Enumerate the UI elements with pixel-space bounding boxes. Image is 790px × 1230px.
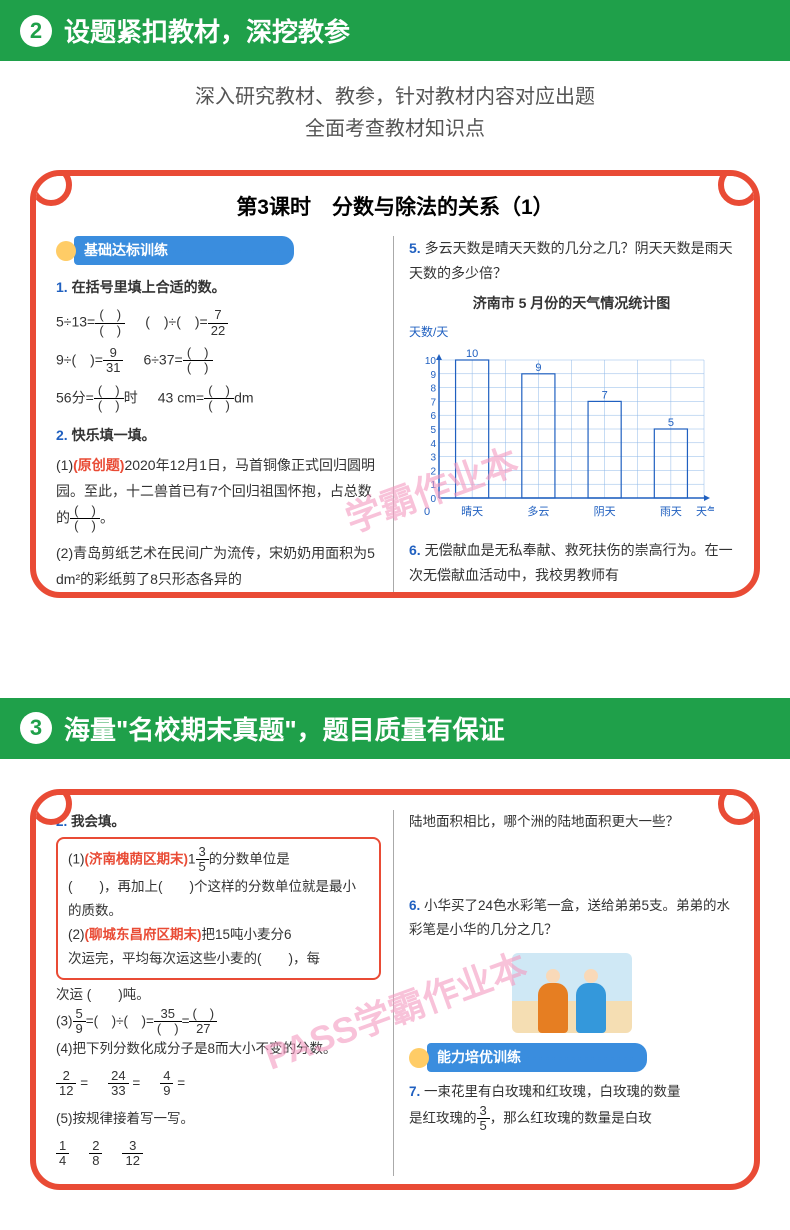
s2-part5: (5)按规律接着写一写。	[56, 1107, 381, 1131]
q5-number: 5.	[409, 240, 421, 256]
svg-text:3: 3	[430, 453, 436, 464]
svg-text:雨天: 雨天	[660, 506, 682, 518]
svg-text:晴天: 晴天	[461, 505, 483, 518]
q1-item-e: 56分=( )( )时	[56, 384, 138, 414]
svg-text:9: 9	[535, 362, 541, 374]
svg-text:4: 4	[430, 439, 436, 450]
q1-item-d: 6÷37=( )( )	[143, 346, 212, 376]
s2-part4-fracs: 212 =2433 =49 =	[56, 1069, 381, 1099]
worksheet-frame-2: 2. 我会填。 (1)(济南槐荫区期末)135的分数单位是 ( )，再加上( )…	[30, 789, 760, 1191]
q2-part1: (1)(原创题)2020年12月1日，马首铜像正式回归圆明园。至此，十二兽首已有…	[56, 453, 381, 533]
s2-q7: 7. 一束花里有白玫瑰和红玫瑰，白玫瑰的数量	[409, 1080, 734, 1104]
q1-item-f: 43 cm=( )( )dm	[158, 384, 254, 414]
kids-illustration	[512, 953, 632, 1033]
q1-item-c: 9÷( )=931	[56, 346, 123, 376]
svg-text:7: 7	[602, 390, 608, 402]
q6-number: 6.	[409, 542, 421, 558]
svg-text:6: 6	[430, 411, 436, 422]
highlight-box: (1)(济南槐荫区期末)135的分数单位是 ( )，再加上( )个这样的分数单位…	[56, 837, 381, 980]
svg-text:多云: 多云	[527, 504, 549, 518]
svg-text:0: 0	[424, 506, 430, 518]
chart-title: 济南市 5 月份的天气情况统计图	[409, 291, 734, 316]
q2-part2: (2)青岛剪纸艺术在民间广为流传，宋奶奶用面积为5 dm²的彩纸剪了8只形态各异…	[56, 541, 381, 591]
mascot-icon	[56, 241, 76, 261]
q1-number: 1.	[56, 279, 68, 295]
q1-item-a: 5÷13=( )( )	[56, 308, 125, 338]
s2-part2a: (2)(聊城东昌府区期末)把15吨小麦分6	[68, 923, 369, 947]
svg-text:1: 1	[430, 480, 436, 491]
svg-text:阴天: 阴天	[594, 505, 616, 518]
lesson-title: 第3课时 分数与除法的关系（1）	[56, 191, 734, 221]
svg-text:8: 8	[430, 384, 436, 395]
q2-number: 2.	[56, 427, 68, 443]
section-2-header: 2 设题紧扣教材，深挖教参	[0, 0, 790, 61]
svg-text:2: 2	[430, 467, 436, 478]
section-3-header: 3 海量"名校期末真题"，题目质量有保证	[0, 698, 790, 759]
badge-ability-training: 能力培优训练	[427, 1043, 647, 1072]
s2-part4: (4)把下列分数化成分子是8而大小不变的分数。	[56, 1037, 381, 1061]
q1-item-b: ( )÷( )=722	[145, 308, 228, 338]
section-2-subheader: 深入研究教材、教参，针对教材内容对应出题 全面考查教材知识点	[0, 61, 790, 170]
worksheet-frame-1: 第3课时 分数与除法的关系（1） 基础达标训练 1. 在括号里填上合适的数。 5…	[30, 170, 760, 598]
right-column-2: 陆地面积相比，哪个洲的陆地面积更大一些？ 6. 小华买了24色水彩笔一盒，送给弟…	[409, 810, 734, 1177]
svg-text:天气: 天气	[696, 504, 714, 518]
svg-text:9: 9	[430, 370, 436, 381]
badge-basic-training: 基础达标训练	[74, 236, 294, 265]
svg-text:5: 5	[668, 417, 674, 429]
left-column-2: 2. 我会填。 (1)(济南槐荫区期末)135的分数单位是 ( )，再加上( )…	[56, 810, 394, 1177]
svg-text:7: 7	[430, 398, 436, 409]
s2-part5-fracs: 1428312	[56, 1139, 381, 1169]
svg-text:10: 10	[466, 348, 478, 360]
section-3-title: 海量"名校期末真题"，题目质量有保证	[64, 710, 505, 747]
bar-chart: 0 1 2 3 4 5 6 7 8 9 10 10 晴天 9 多云 7 阴天 5 雨天 天气 0	[414, 348, 734, 528]
svg-text:10: 10	[425, 356, 437, 367]
s2-q2-number: 2.	[56, 814, 67, 829]
left-column: 基础达标训练 1. 在括号里填上合适的数。 5÷13=( )( ) ( )÷( …	[56, 236, 394, 592]
right-column: 5. 多云天数是晴天天数的几分之几？阴天天数是雨天天数的多少倍？ 济南市 5 月…	[409, 236, 734, 592]
svg-text:0: 0	[430, 494, 436, 505]
section-2-number: 2	[20, 15, 52, 47]
mascot-icon-2	[409, 1048, 429, 1068]
s2-part1: (1)(济南槐荫区期末)135的分数单位是	[68, 845, 369, 875]
svg-text:5: 5	[430, 425, 436, 436]
chart-ylabel: 天数/天	[409, 322, 734, 344]
s2-part3: (3)59=( )÷( )=35( )=( )27	[56, 1007, 381, 1037]
section-3-number: 3	[20, 712, 52, 744]
s2-q6-number: 6.	[409, 898, 420, 913]
section-2-title: 设题紧扣教材，深挖教参	[64, 12, 350, 49]
